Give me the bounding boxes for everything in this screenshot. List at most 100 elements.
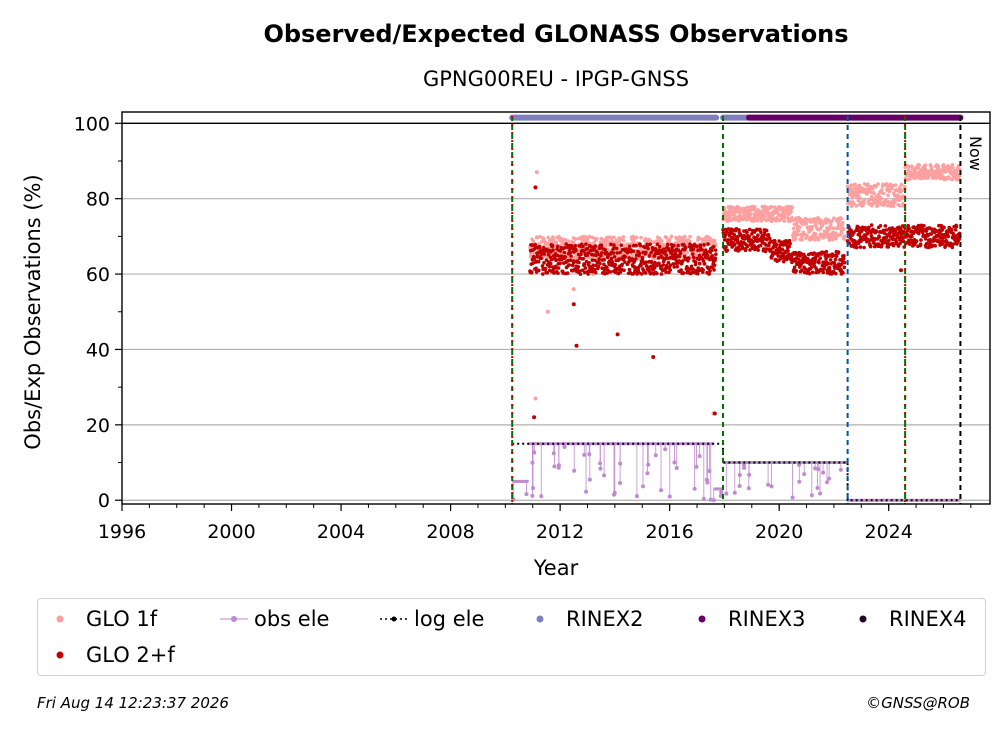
data-point-glo-2f — [737, 247, 742, 252]
data-point-glo-2f — [602, 262, 606, 267]
x-tick-label: 2024 — [865, 521, 913, 543]
data-point-glo-2f — [841, 256, 846, 261]
data-point-glo-2f — [865, 231, 870, 236]
obs-ele-point — [809, 493, 814, 498]
data-point-glo-2f — [603, 248, 607, 252]
obs-ele-point — [821, 470, 826, 475]
data-point-glo-2f — [613, 262, 617, 267]
data-point-glo-2f — [817, 260, 821, 265]
data-point-glo-2f — [745, 230, 749, 235]
obs-ele-point — [539, 494, 544, 499]
data-point-glo-1f — [881, 182, 885, 187]
obs-ele-point — [708, 497, 713, 502]
obs-ele-point — [827, 476, 832, 481]
data-point-glo-1f — [782, 215, 787, 220]
data-point-glo-2f — [786, 249, 790, 253]
obs-ele-point — [587, 452, 592, 457]
data-point-glo-1f — [639, 235, 643, 240]
data-point-glo-2f — [555, 244, 560, 249]
obs-ele-point — [741, 463, 746, 468]
obs-ele-point — [790, 495, 795, 500]
chart-title: Observed/Expected GLONASS Observations — [263, 20, 848, 48]
data-point-glo-2f — [862, 245, 866, 250]
data-point-glo-2f — [886, 241, 890, 246]
data-point-glo-2f — [953, 228, 958, 232]
data-point-glo-1f — [789, 209, 793, 214]
data-point-glo-2f — [948, 241, 953, 246]
data-point-glo-2f — [693, 260, 698, 264]
data-point-glo-2f — [574, 248, 578, 253]
data-point-glo-1f — [834, 236, 838, 241]
data-point-glo-2f — [545, 270, 550, 275]
data-point-glo-1f — [936, 164, 941, 169]
data-point-glo-1f — [595, 236, 599, 241]
data-point-glo-2f — [542, 252, 547, 256]
data-point-glo-2f — [756, 248, 761, 252]
data-point-glo-2f — [620, 262, 624, 267]
data-point-glo-2f — [951, 231, 955, 236]
data-point-glo-2f — [615, 251, 619, 255]
data-point-glo-2f — [706, 242, 710, 246]
data-point-glo-1f — [791, 226, 796, 231]
data-point-glo-2f — [578, 272, 583, 276]
data-point-glo-2f — [680, 259, 685, 263]
obs-ele-point — [705, 480, 710, 485]
data-point-glo-2f — [919, 238, 923, 242]
data-point-glo-1f — [797, 228, 801, 233]
data-point-glo-2f — [681, 271, 686, 275]
data-point-glo-1f — [828, 222, 833, 226]
data-point-glo-2f — [582, 262, 587, 267]
data-point-glo-1f — [874, 184, 878, 189]
data-point-glo-2f — [697, 268, 701, 273]
data-point-glo-1f — [804, 221, 809, 226]
data-point-glo-2f — [940, 228, 945, 232]
data-point-glo-2f — [764, 228, 769, 233]
obs-ele-point — [598, 461, 603, 466]
data-point-glo-2f — [695, 271, 700, 276]
footer-timestamp: Fri Aug 14 12:23:37 2026 — [37, 694, 229, 712]
data-point-glo-2f — [898, 241, 902, 246]
data-point-glo-2f — [842, 254, 846, 258]
data-point-glo-2f — [758, 227, 762, 232]
data-point-glo-2f — [807, 271, 812, 276]
data-point-glo-2f — [910, 234, 914, 239]
legend-marker-log-ele — [378, 607, 410, 631]
data-point-glo-2f — [554, 258, 558, 263]
data-point-glo-2f — [619, 243, 624, 248]
data-point-glo-2f — [586, 272, 590, 276]
data-point-glo-1f — [598, 240, 603, 245]
data-point-glo-2f — [788, 241, 792, 246]
data-point-glo-2f — [676, 243, 680, 248]
x-axis-label: Year — [533, 556, 579, 580]
data-point-glo-2f — [830, 252, 835, 257]
data-point-glo-1f — [811, 219, 816, 224]
data-point-glo-2f — [634, 243, 638, 248]
data-point-glo-2f — [933, 243, 938, 248]
data-point-glo-2f — [651, 248, 655, 252]
data-point-glo-1f — [687, 239, 692, 243]
data-point-glo-2f — [612, 243, 616, 247]
obs-ele-point — [769, 484, 774, 489]
data-point-glo-2f — [859, 239, 863, 243]
data-point-glo-2f — [942, 225, 946, 230]
obs-ele-point — [838, 467, 843, 472]
data-point-glo-2f — [708, 269, 712, 273]
outlier-point-glo-1f — [571, 287, 576, 292]
x-tick-label: 2020 — [755, 521, 803, 543]
data-point-glo-2f — [657, 261, 661, 266]
data-point-glo-2f — [646, 246, 650, 251]
data-point-glo-1f — [956, 164, 961, 168]
obs-ele-point — [701, 496, 706, 501]
data-point-glo-1f — [727, 213, 731, 218]
data-point-glo-2f — [824, 257, 828, 261]
data-point-glo-2f — [609, 256, 614, 261]
legend-item-rinex4: RINEX4 — [853, 607, 967, 631]
log-ele-line — [512, 442, 961, 502]
data-point-glo-2f — [675, 264, 680, 269]
data-point-glo-1f — [841, 226, 846, 231]
data-point-glo-2f — [946, 234, 951, 239]
legend-label-rinex4: RINEX4 — [889, 607, 967, 631]
data-point-glo-1f — [782, 219, 787, 223]
data-point-glo-1f — [683, 234, 687, 239]
data-point-glo-2f — [714, 252, 718, 256]
